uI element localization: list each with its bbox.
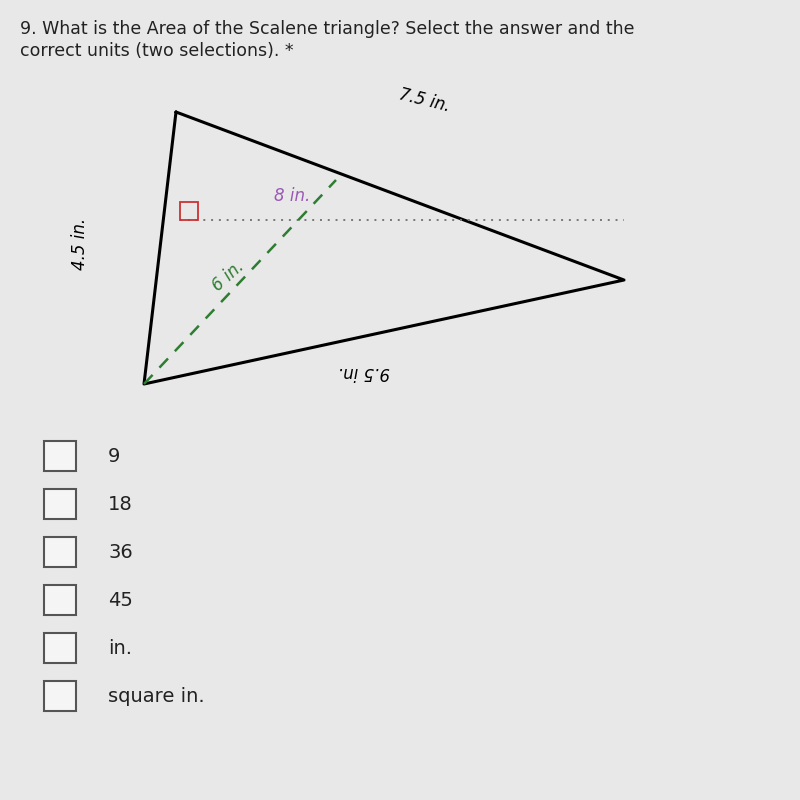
Text: in.: in. [108,638,132,658]
Bar [44,633,76,663]
Text: 9.5 in.: 9.5 in. [338,363,390,381]
Bar [44,441,76,471]
Text: 9: 9 [108,446,120,466]
Bar [44,537,76,567]
Bar [180,202,198,220]
Text: 36: 36 [108,542,133,562]
Text: 18: 18 [108,494,133,514]
Text: 45: 45 [108,590,133,610]
Bar [44,489,76,519]
Bar [44,681,76,711]
Bar [44,585,76,615]
Text: 6 in.: 6 in. [209,257,247,295]
Text: 8 in.: 8 in. [274,187,310,205]
Text: 4.5 in.: 4.5 in. [71,218,89,270]
Text: 7.5 in.: 7.5 in. [397,85,451,115]
Text: correct units (two selections). *: correct units (two selections). * [20,42,294,60]
Text: 9. What is the Area of the Scalene triangle? Select the answer and the: 9. What is the Area of the Scalene trian… [20,20,634,38]
Text: square in.: square in. [108,686,205,706]
